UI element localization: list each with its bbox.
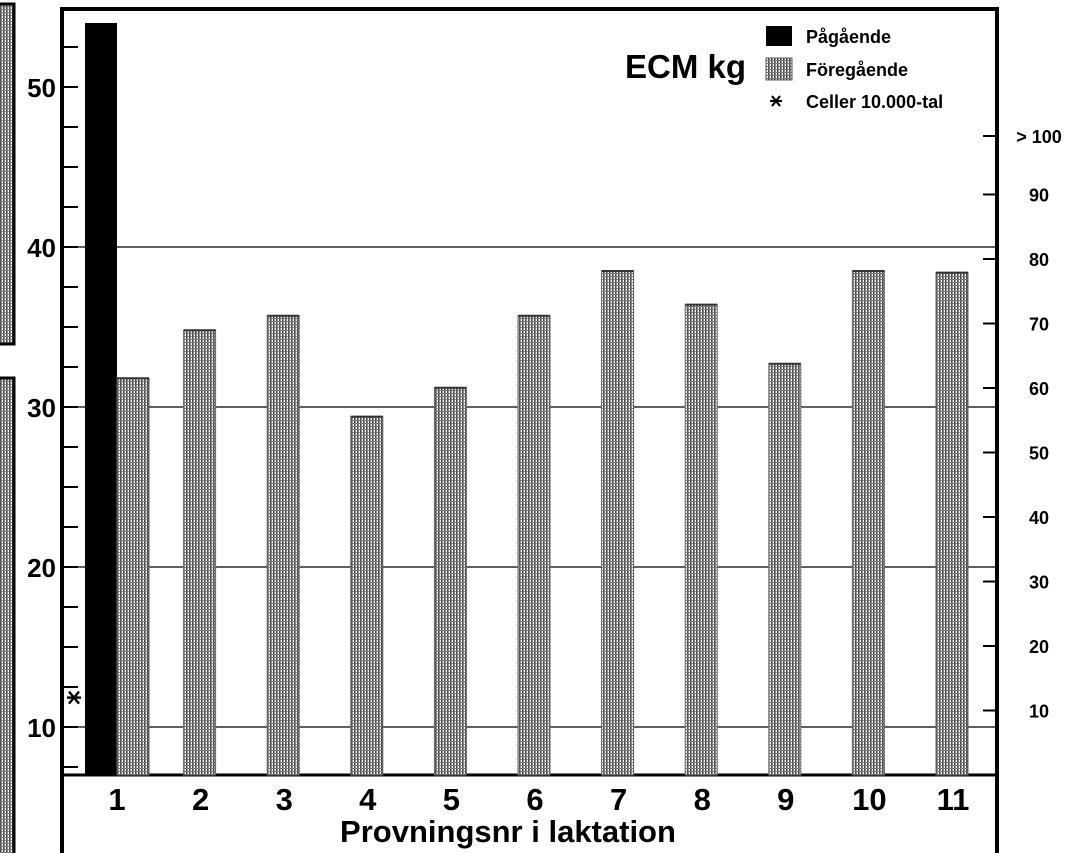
- left-panel-upper: [0, 2, 16, 346]
- bar-foregaende: [266, 315, 300, 776]
- x-tick-label: 9: [777, 782, 794, 817]
- x-tick-label: 11: [937, 782, 970, 817]
- bar-foregaende: [851, 270, 885, 776]
- y-axis-ticks: 10 20 30 40 50: [27, 46, 78, 768]
- y2-tick-label: 80: [1029, 250, 1049, 270]
- x-tick-label: 1: [108, 782, 125, 817]
- y2-tick-label: 90: [1029, 186, 1049, 206]
- plot-frame: [60, 7, 999, 853]
- legend: Pågående Föregående Celler 10.000-tal: [765, 26, 943, 112]
- bar-foregaende: [350, 416, 384, 776]
- legend-label-celler: Celler 10.000-tal: [806, 92, 943, 112]
- x-tick-label: 8: [694, 782, 711, 817]
- y2-tick-label: 10: [1029, 702, 1049, 722]
- legend-label-foregaende: Föregående: [806, 60, 908, 80]
- bars: [85, 23, 969, 776]
- bar-foregaende: [935, 272, 969, 776]
- legend-marker-asterisk: [770, 95, 782, 107]
- y2-tick-label: 70: [1029, 315, 1049, 335]
- bar-foregaende: [684, 304, 718, 776]
- y2-tick-label: 30: [1029, 573, 1049, 593]
- x-axis-label: Provningsnr i laktation: [340, 814, 676, 849]
- bar-foregaende: [601, 270, 635, 776]
- marker-stroke: [68, 690, 80, 705]
- y-tick-label: 10: [27, 713, 56, 743]
- legend-swatch-pagaende: [766, 26, 792, 46]
- y-axis-label: ECM kg: [625, 48, 746, 85]
- bar-foregaende: [768, 363, 802, 776]
- y2-tick-label: 50: [1029, 444, 1049, 464]
- y2-tick-label: 40: [1029, 508, 1049, 528]
- y2-tick-label: > 100: [1016, 127, 1062, 147]
- cell-count-markers: [67, 690, 81, 705]
- x-tick-label: 4: [359, 782, 377, 817]
- y-tick-label: 50: [27, 73, 56, 103]
- x-tick-label: 2: [192, 782, 209, 817]
- x-tick-label: 5: [443, 782, 460, 817]
- cell-count-marker: [67, 690, 81, 705]
- bar-foregaende: [433, 387, 467, 776]
- bar-pagaende: [85, 23, 117, 775]
- x-axis-ticks: 1 2 3 4 5 6 7 8 9 10 11: [108, 782, 969, 817]
- y-tick-label: 40: [27, 233, 56, 263]
- y-tick-label: 30: [27, 393, 56, 423]
- x-tick-label: 10: [852, 782, 886, 817]
- y-tick-label: 20: [27, 553, 56, 583]
- y2-tick-label: 60: [1029, 379, 1049, 399]
- x-tick-label: 7: [610, 782, 627, 817]
- bar-foregaende: [116, 377, 150, 776]
- x-tick-label: 3: [276, 782, 293, 817]
- bar-foregaende: [183, 329, 217, 776]
- y2-axis-ticks: 10 20 30 40 50 60 70 80 90 > 100: [983, 127, 1062, 722]
- left-panel-lower: [0, 376, 16, 853]
- y2-tick-label: 20: [1029, 637, 1049, 657]
- x-tick-label: 6: [526, 782, 543, 817]
- legend-swatch-foregaende: [765, 57, 793, 81]
- legend-label-pagaende: Pågående: [806, 27, 891, 47]
- bar-foregaende: [517, 315, 551, 776]
